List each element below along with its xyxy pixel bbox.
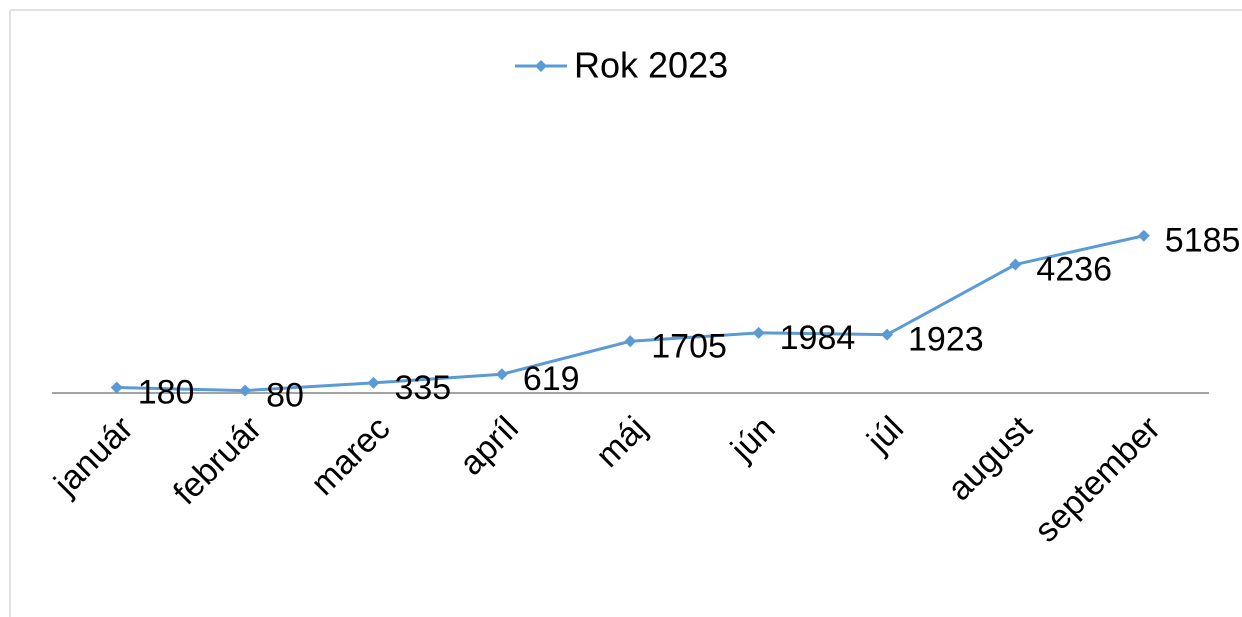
data-point [624, 335, 637, 348]
x-tick-label: august [940, 409, 1039, 508]
x-tick-label: január [46, 409, 140, 503]
x-tick-label: jún [723, 409, 783, 469]
data-point [881, 328, 894, 341]
series-line [116, 234, 1145, 393]
x-tick-label: apríl [452, 409, 526, 483]
data-point [367, 376, 380, 389]
data-point [1009, 258, 1022, 271]
data-label: 1705 [651, 327, 727, 365]
data-label: 619 [523, 360, 580, 398]
data-point [752, 326, 765, 339]
x-tick-label: september [1027, 409, 1167, 549]
data-label: 335 [394, 369, 451, 407]
data-label: 180 [138, 374, 195, 412]
data-point [110, 381, 123, 394]
x-tick-label: máj [589, 409, 655, 475]
data-label: 4236 [1036, 250, 1112, 288]
data-label: 80 [266, 377, 304, 415]
x-tick-label: február [166, 409, 269, 512]
data-point [1137, 229, 1150, 242]
x-tick-label: júl [859, 409, 911, 461]
legend-label: Rok 2023 [574, 45, 728, 86]
data-point [239, 384, 252, 397]
legend-marker [535, 60, 547, 72]
data-label: 1984 [780, 319, 856, 357]
data-label: 1923 [908, 321, 984, 359]
data-point [495, 368, 508, 381]
x-tick-label: marec [304, 409, 398, 503]
data-label: 5185 [1165, 222, 1241, 260]
